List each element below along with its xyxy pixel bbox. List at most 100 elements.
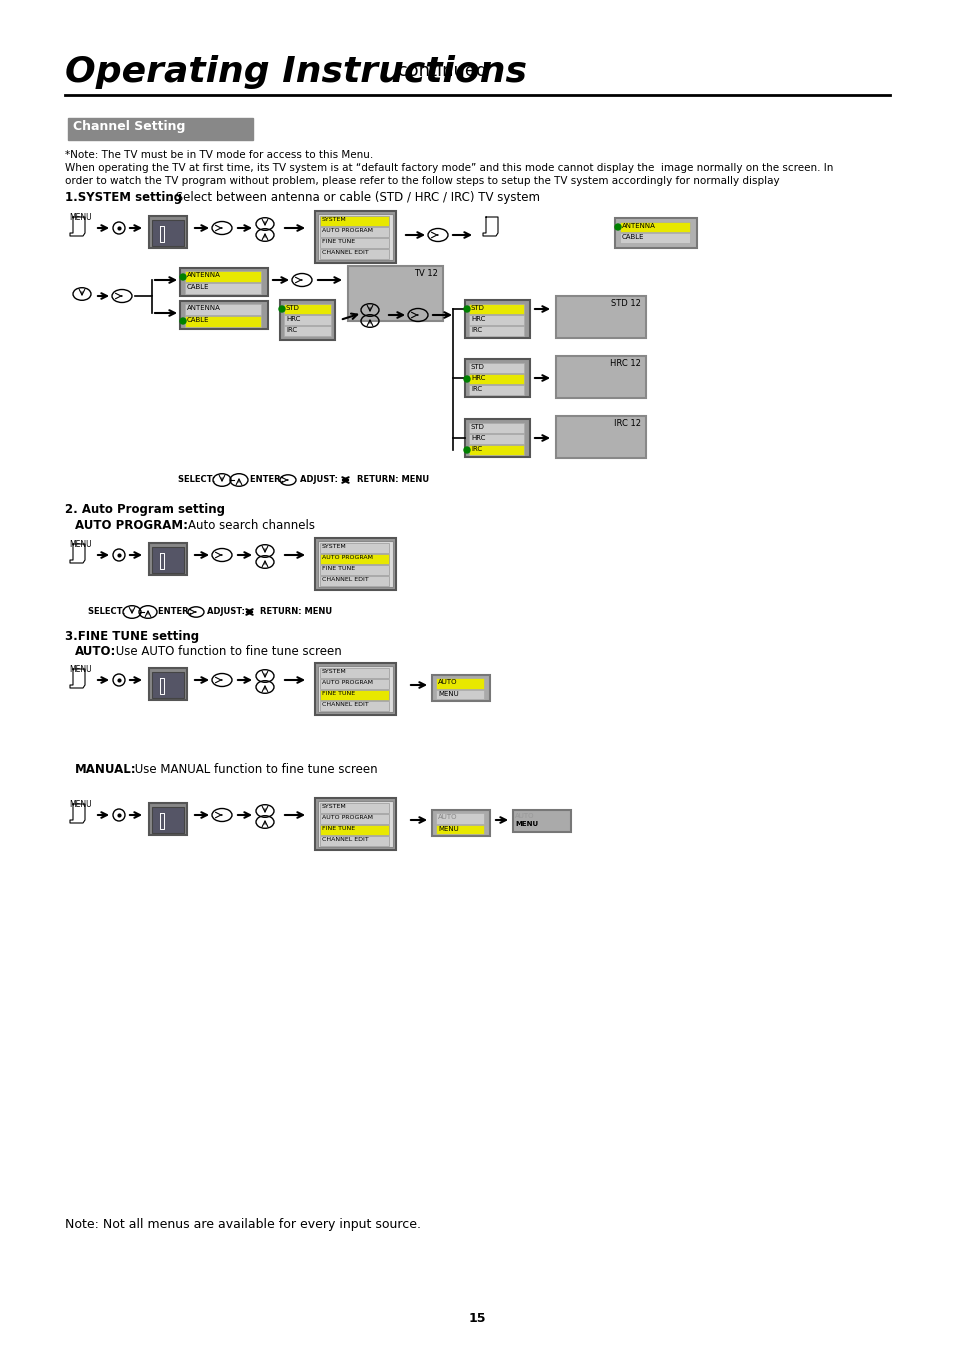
Bar bbox=[319, 667, 389, 678]
Bar bbox=[185, 272, 261, 282]
Text: ENTER:: ENTER: bbox=[250, 476, 287, 484]
Text: MENU: MENU bbox=[69, 213, 91, 222]
Bar bbox=[314, 798, 395, 850]
Text: CHANNEL EDIT: CHANNEL EDIT bbox=[322, 250, 369, 255]
Bar bbox=[348, 266, 442, 322]
Text: MENU: MENU bbox=[69, 800, 91, 809]
Text: MENU: MENU bbox=[437, 825, 458, 832]
Text: ANTENNA: ANTENNA bbox=[621, 223, 655, 230]
Text: RETURN: MENU: RETURN: MENU bbox=[356, 476, 429, 484]
Polygon shape bbox=[70, 544, 85, 563]
Text: MENU: MENU bbox=[69, 665, 91, 674]
Bar bbox=[149, 667, 187, 700]
Text: When operating the TV at first time, its TV system is at “default factory mode” : When operating the TV at first time, its… bbox=[65, 163, 833, 173]
Text: AUTO: AUTO bbox=[515, 813, 534, 819]
Bar bbox=[149, 216, 187, 249]
Text: Use AUTO function to fine tune screen: Use AUTO function to fine tune screen bbox=[112, 644, 341, 658]
Bar bbox=[469, 423, 523, 434]
Text: AUTO PROGRAM: AUTO PROGRAM bbox=[322, 815, 373, 820]
Text: CHANNEL EDIT: CHANNEL EDIT bbox=[322, 577, 369, 582]
Circle shape bbox=[463, 305, 470, 312]
Text: AUTO:: AUTO: bbox=[75, 644, 116, 658]
Circle shape bbox=[463, 447, 470, 453]
Bar bbox=[432, 811, 490, 836]
Bar bbox=[464, 419, 530, 457]
Bar bbox=[284, 326, 331, 336]
Text: 1.SYSTEM setting: 1.SYSTEM setting bbox=[65, 190, 182, 204]
Bar bbox=[556, 296, 645, 338]
Text: CABLE: CABLE bbox=[187, 317, 210, 323]
Text: : Select between antenna or cable (STD / HRC / IRC) TV system: : Select between antenna or cable (STD /… bbox=[168, 190, 539, 204]
Bar bbox=[319, 680, 389, 689]
Bar bbox=[464, 300, 530, 338]
Text: MENU: MENU bbox=[515, 821, 537, 827]
Bar bbox=[319, 815, 389, 824]
Bar bbox=[317, 666, 393, 712]
Text: AUTO PROGRAM:: AUTO PROGRAM: bbox=[75, 519, 188, 532]
Text: FINE TUNE: FINE TUNE bbox=[322, 566, 355, 571]
Text: SELECT:: SELECT: bbox=[88, 607, 128, 616]
Bar bbox=[615, 218, 697, 249]
Text: STD 12: STD 12 bbox=[611, 299, 640, 308]
Text: Auto search channels: Auto search channels bbox=[188, 519, 314, 532]
Text: 3.FINE TUNE setting: 3.FINE TUNE setting bbox=[65, 630, 199, 643]
Text: 2. Auto Program setting: 2. Auto Program setting bbox=[65, 503, 225, 516]
Bar bbox=[469, 326, 523, 336]
Text: HRC: HRC bbox=[471, 316, 485, 322]
Polygon shape bbox=[70, 669, 85, 688]
Bar bbox=[317, 801, 393, 847]
Text: *Note: The TV must be in TV mode for access to this Menu.: *Note: The TV must be in TV mode for acc… bbox=[65, 150, 373, 159]
Bar bbox=[185, 304, 261, 315]
Bar bbox=[436, 813, 483, 824]
Bar bbox=[284, 315, 331, 326]
Text: ANTENNA: ANTENNA bbox=[187, 305, 221, 311]
Text: SYSTEM: SYSTEM bbox=[322, 544, 346, 549]
Bar bbox=[319, 690, 389, 700]
Bar bbox=[513, 811, 571, 832]
Circle shape bbox=[180, 274, 186, 280]
Bar bbox=[314, 211, 395, 263]
Text: Use MANUAL function to fine tune screen: Use MANUAL function to fine tune screen bbox=[131, 763, 377, 775]
Polygon shape bbox=[70, 218, 85, 236]
Bar bbox=[469, 385, 523, 394]
Text: IRC: IRC bbox=[471, 446, 481, 453]
Text: AUTO: AUTO bbox=[437, 815, 457, 820]
Text: HRC: HRC bbox=[471, 376, 485, 381]
Bar bbox=[319, 238, 389, 249]
Bar bbox=[317, 213, 393, 259]
Text: IRC 12: IRC 12 bbox=[614, 419, 640, 428]
Text: CHANNEL EDIT: CHANNEL EDIT bbox=[322, 703, 369, 707]
Bar bbox=[436, 678, 483, 689]
Text: FINE TUNE: FINE TUNE bbox=[322, 690, 355, 696]
Bar bbox=[319, 836, 389, 846]
Circle shape bbox=[463, 376, 470, 382]
Bar bbox=[469, 363, 523, 373]
Text: ADJUST:: ADJUST: bbox=[299, 476, 340, 484]
Bar bbox=[319, 227, 389, 236]
Bar bbox=[469, 374, 523, 384]
Bar bbox=[619, 232, 689, 243]
Bar bbox=[185, 316, 261, 327]
Bar bbox=[319, 701, 389, 711]
Text: TV 12: TV 12 bbox=[414, 269, 437, 278]
Bar bbox=[317, 540, 393, 586]
Text: STD: STD bbox=[471, 363, 484, 370]
Text: CABLE: CABLE bbox=[621, 234, 644, 240]
Text: HRC: HRC bbox=[471, 435, 485, 440]
Text: IRC: IRC bbox=[286, 327, 296, 332]
Bar bbox=[319, 825, 389, 835]
Bar bbox=[436, 825, 483, 834]
Bar bbox=[619, 222, 689, 232]
Text: order to watch the TV program without problem, please refer to the follow steps : order to watch the TV program without pr… bbox=[65, 176, 779, 186]
Text: AUTO PROGRAM: AUTO PROGRAM bbox=[322, 680, 373, 685]
Text: STD: STD bbox=[286, 305, 299, 311]
Text: ANTENNA: ANTENNA bbox=[187, 272, 221, 278]
Text: MENU: MENU bbox=[69, 540, 91, 549]
Bar bbox=[149, 802, 187, 835]
Bar bbox=[319, 576, 389, 586]
Text: ENTER:: ENTER: bbox=[158, 607, 194, 616]
Bar bbox=[319, 802, 389, 813]
Bar bbox=[152, 807, 184, 834]
Text: IRC: IRC bbox=[471, 327, 481, 332]
Text: RETURN: MENU: RETURN: MENU bbox=[260, 607, 332, 616]
